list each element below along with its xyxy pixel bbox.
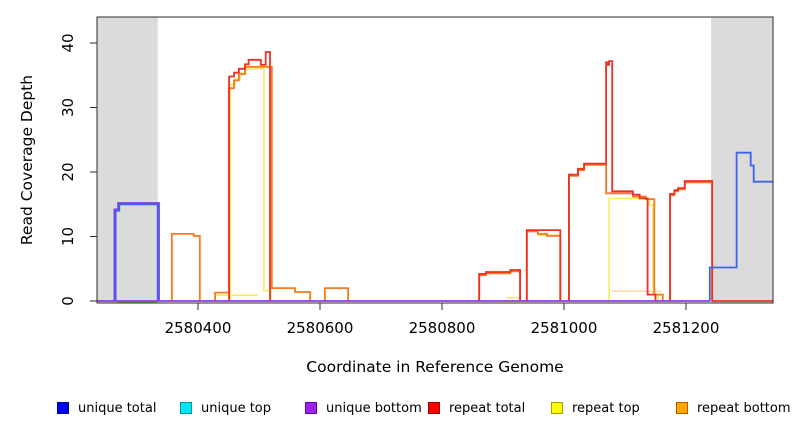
legend-item-repeat-top: repeat top — [551, 398, 640, 418]
legend-item-repeat-total: repeat total — [428, 398, 525, 418]
x-tick-label: 2580400 — [165, 319, 232, 337]
legend-label: repeat bottom — [697, 400, 791, 416]
series-unique-total — [114, 203, 159, 301]
series-unique-bottom — [113, 202, 160, 301]
series-repeat-total — [228, 51, 271, 301]
y-tick-label: 20 — [59, 162, 77, 181]
legend-swatch-icon — [305, 402, 317, 414]
shaded-region — [711, 17, 774, 303]
series-repeat-total — [525, 229, 562, 301]
series-repeat-bottom — [323, 287, 350, 301]
x-tick-label: 2580800 — [409, 319, 476, 337]
legend-label: unique bottom — [326, 400, 422, 416]
series-repeat-bottom — [525, 230, 562, 301]
y-tick-label: 0 — [59, 296, 77, 306]
legend-label: repeat total — [449, 400, 526, 416]
legend: unique total unique top unique bottom repea… — [0, 398, 792, 422]
legend-swatch-icon — [551, 402, 563, 414]
legend-item-repeat-bottom: repeat bottom — [676, 398, 791, 418]
shaded-region — [96, 17, 158, 303]
legend-swatch-icon — [428, 402, 440, 414]
legend-swatch-icon — [57, 402, 69, 414]
legend-item-unique-bottom: unique bottom — [305, 398, 422, 418]
x-tick-label: 2581000 — [531, 319, 598, 337]
legend-swatch-icon — [180, 402, 192, 414]
legend-swatch-icon — [676, 402, 688, 414]
legend-label: unique top — [201, 400, 272, 416]
y-tick-label: 40 — [59, 33, 77, 52]
series-repeat-bottom — [669, 181, 714, 301]
legend-label: repeat top — [572, 400, 640, 416]
series-repeat-top — [229, 68, 272, 301]
legend-label: unique total — [78, 400, 157, 416]
x-tick-label: 2581200 — [653, 319, 720, 337]
legend-item-unique-total: unique total — [57, 398, 156, 418]
series-repeat-total — [669, 180, 774, 302]
series-unique-total — [708, 151, 774, 301]
y-tick-label: 10 — [59, 227, 77, 246]
series-repeat-top — [608, 197, 659, 301]
series-repeat-total — [568, 60, 657, 301]
x-tick-label: 2580600 — [287, 319, 354, 337]
series-repeat-bottom — [568, 163, 664, 301]
y-axis-label: Read Coverage Depth — [18, 74, 36, 246]
series-repeat-bottom — [478, 270, 521, 301]
series-repeat-bottom — [170, 232, 201, 301]
plot-border — [96, 16, 774, 304]
series-repeat-total — [478, 269, 521, 301]
y-tick-label: 30 — [59, 98, 77, 117]
x-axis-label: Coordinate in Reference Genome — [306, 358, 564, 376]
legend-item-unique-top: unique top — [180, 398, 271, 418]
